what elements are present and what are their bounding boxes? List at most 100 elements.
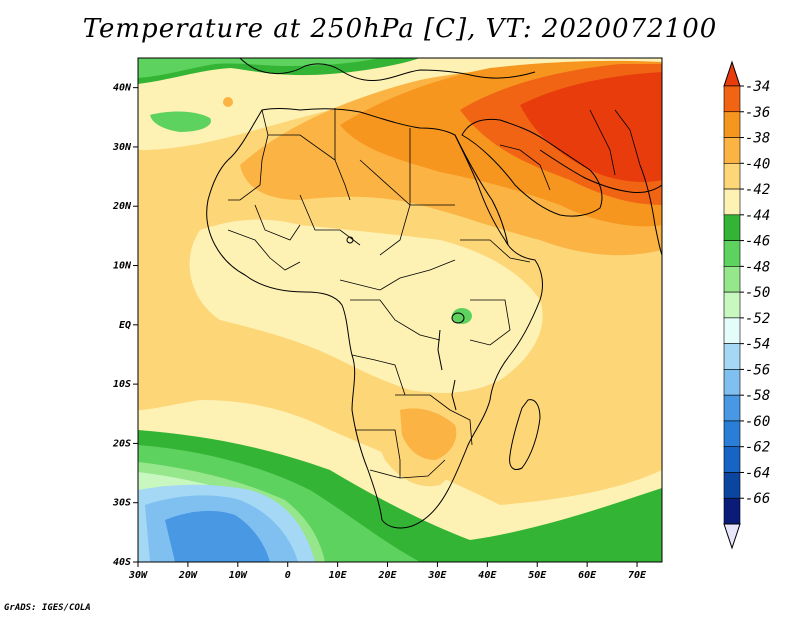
colorbar-swatch xyxy=(723,188,741,216)
colorbar-level-label: -58 xyxy=(745,388,770,404)
colorbar-level-label: -42 xyxy=(745,182,770,198)
colorbar-swatch xyxy=(723,497,741,525)
colorbar-swatch xyxy=(723,394,741,422)
colorbar-swatch xyxy=(723,343,741,370)
madagascar-coastline xyxy=(509,399,541,470)
lon-tick-label: 30E xyxy=(427,570,447,581)
border-iran-afghan xyxy=(589,109,616,176)
map-frame xyxy=(137,57,663,563)
lon-tick-label: 10E xyxy=(329,570,348,581)
colorbar-level-label: -62 xyxy=(745,440,770,456)
colorbar-level-label: -36 xyxy=(745,105,770,121)
colorbar-level-label: -50 xyxy=(745,285,770,301)
colorbar-top-triangle xyxy=(723,60,741,87)
colorbar-bottom-triangle xyxy=(723,523,741,550)
grads-credit: GrADS: IGES/COLA xyxy=(4,603,91,613)
colorbar-level-label: -52 xyxy=(745,311,770,327)
colorbar-level-label: -48 xyxy=(745,259,770,275)
coastlines xyxy=(206,58,662,529)
field-minus34 xyxy=(520,72,662,182)
border-pakistan xyxy=(614,109,641,166)
field-minus56-south xyxy=(165,510,270,562)
colorbar-level-label: -54 xyxy=(745,337,770,353)
colorbar-swatch xyxy=(723,317,741,344)
border-congo xyxy=(350,299,441,341)
colorbar-swatch xyxy=(723,446,741,473)
lon-tick-label: 70E xyxy=(628,570,647,581)
border-sudan-chad xyxy=(359,159,411,256)
lat-tick-label: 40S xyxy=(113,557,131,568)
border-angola xyxy=(351,354,406,396)
field-minus46-north xyxy=(138,58,380,78)
india-coastline xyxy=(639,164,662,256)
lat-tick-label: 10N xyxy=(113,261,132,272)
border-kenya-tanzania xyxy=(469,299,511,346)
border-ethiopia xyxy=(460,239,531,263)
border-west-africa xyxy=(227,229,301,271)
colorbar-level-label: -44 xyxy=(745,208,770,224)
country-borders xyxy=(227,108,641,479)
border-south-africa xyxy=(369,459,446,479)
field-africa-pale xyxy=(189,219,543,393)
border-namibia-botswana xyxy=(355,429,401,478)
field-minus40-south xyxy=(400,408,457,460)
lat-tick-label: 40N xyxy=(113,83,132,94)
colorbar-swatch xyxy=(723,369,741,396)
lake-victoria xyxy=(451,312,465,324)
europe-coastline xyxy=(239,58,536,81)
lon-tick-label: 20E xyxy=(377,570,397,581)
lon-tick-label: 10W xyxy=(229,570,248,581)
lake-malawi xyxy=(451,379,457,411)
colorbar-level-label: -56 xyxy=(745,362,770,378)
colorbar-swatch xyxy=(723,162,741,190)
field-minus40-atlantic xyxy=(223,97,233,107)
colorbar: -34 -36 -38 -40 -42 -44 -46 -48 -50 -52 -54 -56 -58 -… xyxy=(723,60,770,550)
colorbar-level-label: -40 xyxy=(745,156,770,172)
colorbar-swatch xyxy=(723,240,741,267)
longitude-axis: 30W 20W 10W 0 10E 20E 30E 40E 50E 60E 70E xyxy=(128,562,647,581)
colorbar-swatch xyxy=(723,472,741,499)
lon-tick-label: 0 xyxy=(285,570,291,581)
lat-tick-label: 30S xyxy=(112,498,131,509)
border-niger-nigeria xyxy=(299,194,361,246)
border-sahara-west xyxy=(228,109,269,201)
colorbar-swatch xyxy=(723,85,741,113)
lat-tick-label: 10S xyxy=(113,379,131,390)
lon-tick-label: 60E xyxy=(578,570,597,581)
colorbar-swatch xyxy=(723,420,741,448)
border-mozambique xyxy=(449,409,473,446)
latitude-axis: 40N 30N 20N 10N EQ 10S 20S 30S 40S xyxy=(112,83,138,568)
border-mali-burkina xyxy=(254,204,301,241)
colorbar-swatch xyxy=(723,266,741,293)
map-field xyxy=(138,58,662,562)
lat-tick-label: 20S xyxy=(112,438,131,449)
lon-tick-label: 30W xyxy=(128,570,148,581)
persian-gulf-coastline xyxy=(539,149,662,193)
red-sea-coastline xyxy=(454,134,509,246)
colorbar-swatch xyxy=(723,137,741,164)
colorbar-level-label: -66 xyxy=(745,491,770,507)
lat-tick-label: 30N xyxy=(112,142,132,153)
colorbar-level-label: -60 xyxy=(745,414,770,430)
colorbar-swatch xyxy=(723,111,741,138)
field-minus44-atlantic xyxy=(150,111,211,132)
field-minus44-east-africa xyxy=(452,308,472,324)
lon-tick-label: 40E xyxy=(478,570,497,581)
lon-tick-label: 50E xyxy=(528,570,547,581)
lon-tick-label: 20W xyxy=(178,570,198,581)
colorbar-level-label: -64 xyxy=(745,465,770,481)
colorbar-swatch xyxy=(723,291,741,319)
colorbar-level-label: -38 xyxy=(745,131,770,147)
lake-tanganyika xyxy=(437,329,443,371)
colorbar-level-label: -46 xyxy=(745,234,770,250)
colorbar-swatch xyxy=(723,214,741,241)
border-zambia xyxy=(395,394,451,411)
border-saudi xyxy=(499,144,551,191)
lat-tick-label: EQ xyxy=(119,320,131,331)
border-central-africa xyxy=(339,259,456,291)
map-title: Temperature at 250hPa [C], VT: 202007210… xyxy=(82,14,718,44)
arabia-coastline xyxy=(461,118,603,217)
colorbar-level-label: -34 xyxy=(745,79,770,95)
lat-tick-label: 20N xyxy=(112,201,132,212)
